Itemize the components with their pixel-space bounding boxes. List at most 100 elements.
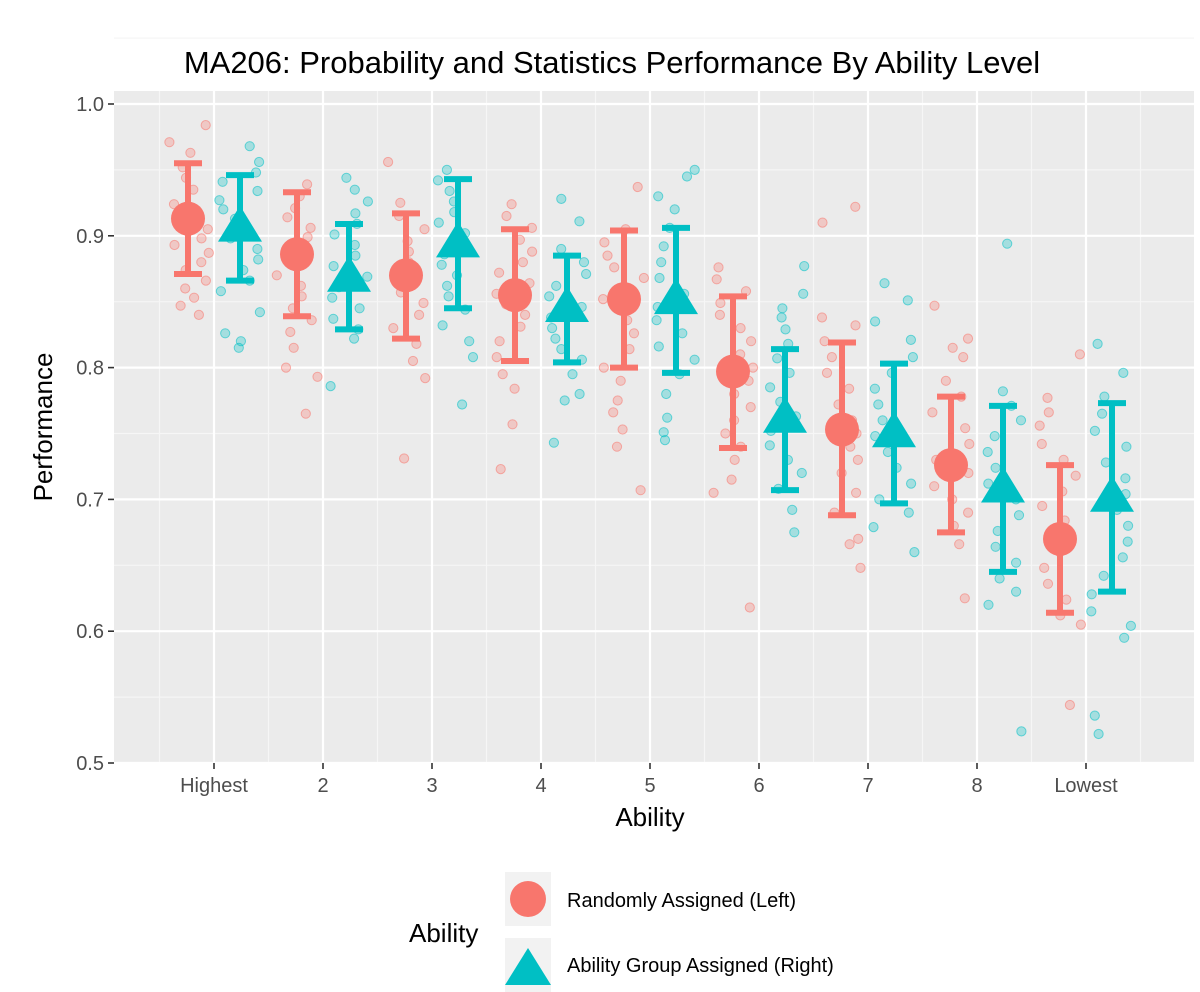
point-ability [776, 312, 787, 323]
x-tick-label: 6 [753, 775, 764, 797]
point-random [494, 267, 505, 278]
point-random [491, 352, 502, 363]
point-ability [994, 573, 1005, 584]
point-ability [444, 185, 455, 197]
point-ability [879, 278, 890, 289]
point-random [598, 294, 609, 305]
point-random [305, 222, 316, 233]
legend-label-ability-group-assigned: Ability Group Assigned (Right) [567, 955, 834, 977]
mean-marker-ability [763, 396, 807, 433]
point-random [196, 233, 207, 244]
point-ability [661, 388, 672, 400]
legend-title: Ability [409, 918, 478, 948]
point-ability [906, 478, 917, 489]
point-ability [658, 241, 669, 252]
point-random [1061, 594, 1072, 605]
point-ability [990, 541, 1001, 552]
point-random [285, 326, 296, 338]
point-ability [777, 303, 788, 314]
point-random [819, 336, 830, 347]
point-random [711, 274, 722, 285]
point-random [638, 272, 650, 284]
point-ability [983, 599, 994, 610]
y-axis: 0.5 0.6 0.7 0.8 0.9 1.0 [76, 94, 114, 775]
point-ability [354, 303, 365, 314]
point-ability [214, 195, 225, 206]
point-ability [1093, 728, 1104, 740]
point-ability [220, 328, 231, 339]
x-tick-label: 5 [644, 775, 655, 797]
point-ability [659, 435, 671, 446]
point-random [312, 371, 323, 382]
point-ability [578, 257, 590, 268]
point-random [959, 593, 970, 604]
point-random [599, 237, 610, 248]
point-random [1042, 578, 1054, 589]
point-random [280, 362, 292, 373]
point-ability [902, 295, 913, 306]
mean-marker-ability [436, 221, 480, 258]
point-ability [796, 467, 807, 479]
point-ability [551, 280, 562, 291]
point-random [960, 423, 971, 434]
point-random [1064, 699, 1076, 711]
point-random [940, 375, 952, 386]
point-ability [658, 427, 669, 438]
point-ability [443, 291, 454, 302]
point-ability [997, 386, 1009, 397]
point-random [958, 352, 969, 363]
point-ability [877, 415, 888, 426]
mean-marker-ability [872, 411, 916, 448]
point-random [632, 181, 643, 193]
point-ability [1098, 570, 1109, 581]
point-ability [547, 323, 558, 334]
y-tick-label: 0.9 [76, 226, 104, 248]
point-random [509, 383, 520, 394]
point-random [729, 454, 740, 465]
x-tick-label: 3 [426, 775, 437, 797]
point-ability [1086, 589, 1097, 600]
point-ability [217, 176, 228, 187]
point-ability [556, 243, 567, 255]
point-ability [789, 527, 800, 538]
point-random [1037, 500, 1048, 512]
point-ability [669, 204, 680, 215]
mean-marker-ability [981, 466, 1025, 503]
y-tick-label: 0.6 [76, 621, 104, 643]
x-tick-label: Highest [180, 775, 248, 797]
point-ability [442, 280, 453, 291]
point-random [612, 395, 623, 406]
point-random [1034, 420, 1045, 431]
point-ability [677, 328, 688, 339]
point-random [850, 201, 861, 212]
point-random [388, 323, 399, 334]
mean-marker-random [1043, 521, 1077, 556]
mean-markers [171, 201, 1134, 556]
point-ability [327, 292, 338, 303]
point-random [419, 224, 430, 235]
point-random [853, 533, 864, 545]
point-random [628, 328, 640, 339]
mean-marker-ability [545, 286, 589, 322]
point-ability [689, 354, 700, 365]
grid-minor [114, 37, 1194, 763]
legend-circle-icon [510, 881, 546, 917]
point-random [947, 342, 958, 353]
point-ability [254, 307, 265, 318]
point-ability [1118, 367, 1129, 378]
point-ability [1122, 536, 1133, 547]
mean-marker-ability [218, 205, 262, 242]
point-ability [254, 156, 265, 168]
point-random [726, 474, 737, 485]
point-random [1075, 619, 1087, 630]
point-random [507, 419, 518, 430]
point-ability [325, 381, 336, 392]
point-random [615, 375, 626, 386]
point-ability [441, 164, 452, 175]
point-random [929, 300, 940, 311]
point-ability [574, 216, 585, 227]
point-random [527, 246, 538, 257]
point-ability [457, 399, 468, 410]
legend-triangle-icon [505, 948, 551, 985]
point-random [1074, 349, 1086, 360]
